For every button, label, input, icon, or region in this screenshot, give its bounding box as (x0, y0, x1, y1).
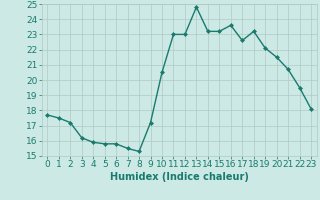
X-axis label: Humidex (Indice chaleur): Humidex (Indice chaleur) (110, 172, 249, 182)
